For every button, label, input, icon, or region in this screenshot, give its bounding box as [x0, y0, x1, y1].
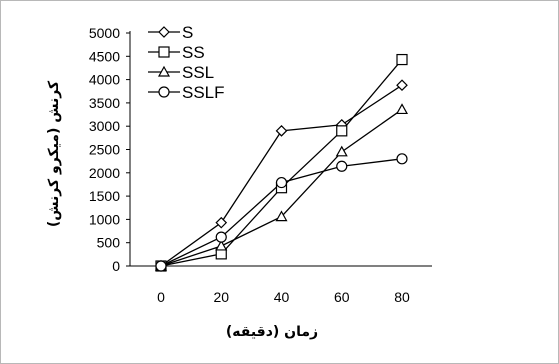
- legend-marker-ss: [158, 46, 170, 58]
- legend-label-s: S: [182, 23, 193, 42]
- legend-label-sslf: SSLF: [182, 83, 225, 102]
- y-tick-label: 2500: [89, 142, 120, 158]
- y-axis-label: کرنش (میکرو کرنش): [46, 80, 62, 227]
- y-tick-label: 3500: [89, 95, 120, 111]
- series-line-s: [160, 84, 403, 267]
- data-point-sslf: [275, 176, 288, 189]
- y-tick-labels: 0 500 1000 1500 2000 2500 3000 3500 4000 4500 5000: [89, 25, 120, 274]
- legend-marker-sslf: [158, 86, 170, 98]
- axes: [126, 31, 432, 267]
- legend-marker-ssl: [157, 65, 171, 77]
- y-tick-label: 3000: [89, 118, 120, 134]
- x-tick-label: 0: [157, 289, 165, 305]
- x-tick-label: 80: [394, 289, 410, 305]
- x-tick-label: 60: [334, 289, 350, 305]
- data-point-s: [396, 79, 408, 92]
- x-tick-label: 20: [213, 289, 229, 305]
- data-point-ssl: [335, 145, 348, 157]
- data-point-sslf: [396, 153, 408, 165]
- y-tick-label: 1000: [89, 211, 120, 227]
- data-point-ssl: [275, 210, 288, 222]
- y-tick-label: 0: [112, 258, 120, 274]
- data-point-ss: [336, 125, 348, 137]
- y-tick-label: 5000: [89, 25, 120, 41]
- legend-label-ssl: SSL: [182, 63, 214, 82]
- y-tick-label: 2000: [89, 165, 120, 181]
- data-point-s: [275, 125, 288, 137]
- legend-label-ss: SS: [182, 43, 205, 62]
- data-point-sslf: [336, 160, 348, 172]
- data-point-sslf: [215, 231, 227, 243]
- data-point-ssl: [215, 239, 228, 251]
- x-axis-label: زمان (دقیقه): [226, 324, 318, 340]
- data-point-sslf: [155, 260, 167, 272]
- legend-marker-s: [158, 26, 170, 38]
- y-tick-label: 500: [97, 235, 121, 251]
- x-tick-labels: 0 20 40 60 80: [157, 289, 410, 305]
- series-markers: [154, 53, 409, 272]
- y-tick-label: 1500: [89, 188, 120, 204]
- data-point-ssl: [395, 103, 409, 115]
- data-point-ss: [396, 53, 408, 66]
- y-tick-label: 4500: [89, 48, 120, 64]
- y-tick-label: 4000: [89, 72, 120, 88]
- data-point-s: [215, 216, 228, 229]
- x-tick-label: 40: [274, 289, 290, 305]
